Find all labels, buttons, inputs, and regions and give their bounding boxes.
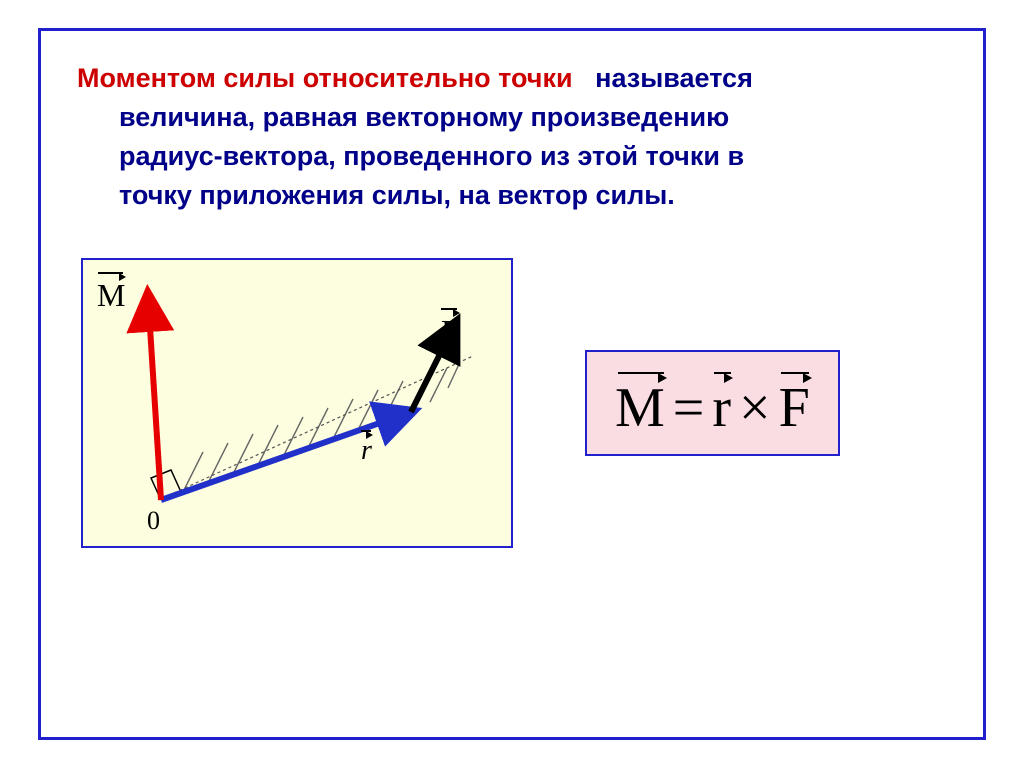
vector-r: [161, 412, 411, 500]
label-m: M: [97, 272, 125, 314]
eq-sign: =: [673, 376, 705, 440]
body-l3: радиус-вектора, проведенного из этой точ…: [77, 137, 744, 176]
hatch-region: [183, 362, 460, 492]
vector-diagram: M F r 0: [81, 258, 513, 548]
times-sign: ×: [739, 376, 771, 440]
term: Моментом силы относительно точки: [77, 63, 573, 93]
formula: M = r × F: [615, 368, 810, 440]
content-row: M F r 0 M = r × F: [77, 258, 947, 548]
formula-box: M = r × F: [585, 350, 840, 456]
formula-m: M: [615, 368, 665, 440]
label-origin: 0: [147, 506, 160, 536]
formula-f: F: [779, 368, 810, 440]
label-f: F: [441, 308, 459, 350]
vector-m: [148, 296, 161, 500]
body-l4: точку приложения силы, на вектор силы.: [77, 176, 675, 215]
slide-frame: Моментом силы относительно точки называе…: [38, 28, 986, 740]
formula-r: r: [712, 368, 731, 440]
body-start: называется: [580, 63, 753, 93]
body-l2: величина, равная векторному произведению: [77, 98, 729, 137]
label-r: r: [361, 430, 372, 467]
definition-text: Моментом силы относительно точки называе…: [77, 59, 947, 216]
